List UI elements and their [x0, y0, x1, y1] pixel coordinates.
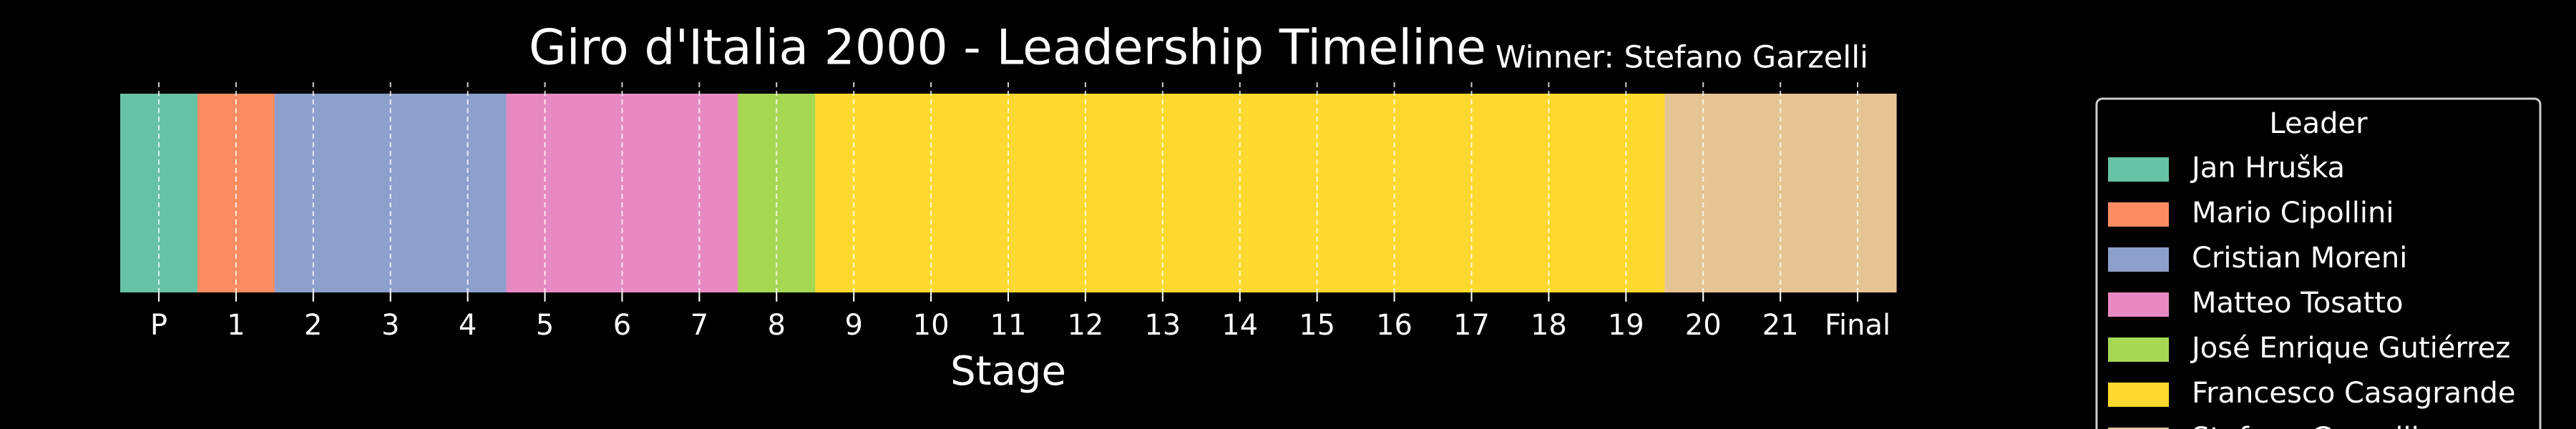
legend-swatch [2108, 337, 2169, 362]
legend-swatch [2108, 202, 2169, 227]
x-tick-label: P [150, 309, 167, 342]
x-tick-label: 2 [304, 309, 322, 342]
x-tick-label: Final [1825, 309, 1890, 342]
x-tick-label: 15 [1299, 309, 1335, 342]
x-tick-label: 8 [768, 309, 786, 342]
x-tick-label: 3 [381, 309, 399, 342]
legend-swatch [2108, 157, 2169, 182]
x-tick-label: 17 [1453, 309, 1490, 342]
x-tick-label: 13 [1144, 309, 1181, 342]
x-tick-label: 10 [913, 309, 950, 342]
legend-label: Francesco Casagrande [2192, 377, 2516, 410]
x-tick-label: 5 [536, 309, 554, 342]
legend-swatch [2108, 247, 2169, 272]
x-tick-label: 11 [990, 309, 1027, 342]
legend-swatch [2108, 383, 2169, 407]
x-tick-label: 18 [1531, 309, 1567, 342]
legend-label: Mario Cipollini [2192, 197, 2394, 230]
x-tick-label: 20 [1685, 309, 1722, 342]
legend-box [2095, 97, 2542, 429]
legend-swatch [2108, 428, 2169, 429]
legend-label: José Enrique Gutiérrez [2190, 332, 2510, 365]
legend-label: Matteo Tosatto [2192, 287, 2404, 320]
x-tick-label: 9 [844, 309, 862, 342]
legend-label: Stefano Garzelli [2192, 422, 2419, 429]
x-tick-label: 12 [1067, 309, 1103, 342]
chart-title: Giro d'Italia 2000 - Leadership Timeline [529, 20, 1486, 77]
x-tick-label: 6 [613, 309, 631, 342]
x-tick-label: 7 [691, 309, 708, 342]
x-tick-label: 21 [1762, 309, 1799, 342]
chart-subtitle: Winner: Stefano Garzelli [1496, 40, 1868, 76]
x-tick-label: 19 [1608, 309, 1644, 342]
x-tick-label: 14 [1221, 309, 1258, 342]
legend: Leader Jan Hruška Mario Cipollini Cristian… [2095, 97, 2542, 429]
legend-title: Leader [2269, 107, 2368, 140]
x-tick-label: 1 [227, 309, 245, 342]
x-axis-label: Stage [950, 348, 1066, 395]
legend-label: Cristian Moreni [2192, 242, 2407, 275]
x-tick-label: 16 [1376, 309, 1413, 342]
x-tick-label: 4 [459, 309, 477, 342]
legend-label: Jan Hruška [2190, 152, 2345, 184]
legend-swatch [2108, 292, 2169, 317]
